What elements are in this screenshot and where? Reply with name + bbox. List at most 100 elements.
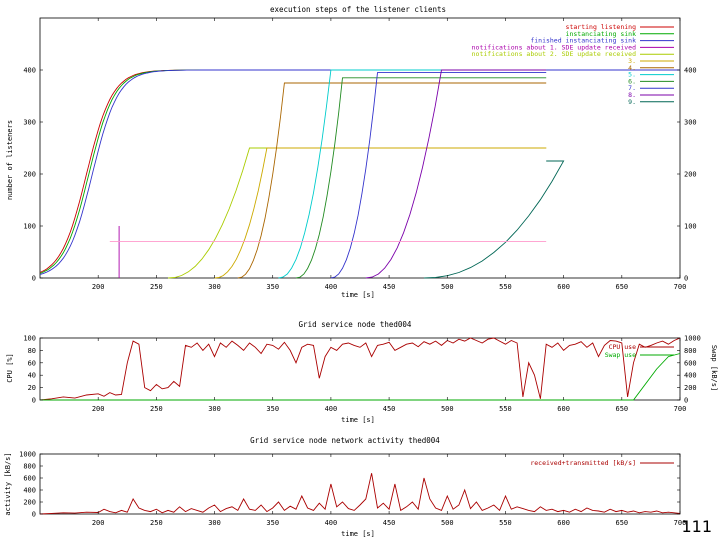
x-tick-label: 600 bbox=[557, 405, 570, 413]
listener-steps-chart: execution steps of the listener clients … bbox=[6, 5, 697, 299]
x-tick-label: 300 bbox=[208, 283, 221, 291]
y-tick-label: 60 bbox=[28, 359, 36, 367]
chart1-x-label: time [s] bbox=[341, 291, 375, 299]
y-tick-label: 200 bbox=[23, 171, 36, 179]
x-tick-label: 350 bbox=[266, 283, 279, 291]
series-line-7 bbox=[237, 82, 547, 279]
page-number: 111 bbox=[681, 517, 712, 536]
x-tick-label: 550 bbox=[499, 405, 512, 413]
y2-tick-label: 400 bbox=[684, 67, 697, 75]
x-tick-label: 600 bbox=[557, 519, 570, 527]
legend-label-7: 4. bbox=[628, 64, 636, 72]
x-tick-label: 200 bbox=[92, 283, 105, 291]
x-tick-label: 650 bbox=[615, 283, 628, 291]
y-tick-label: 0 bbox=[32, 511, 36, 519]
x-tick-label: 450 bbox=[383, 405, 396, 413]
chart3-y-label: activity [kB/s] bbox=[4, 452, 12, 515]
series-line-1 bbox=[39, 473, 681, 515]
y2-tick-label: 0 bbox=[684, 397, 688, 405]
x-tick-label: 250 bbox=[150, 283, 163, 291]
x-tick-label: 700 bbox=[674, 405, 687, 413]
y-tick-label: 300 bbox=[23, 119, 36, 127]
chart3-plot-frame bbox=[39, 453, 681, 515]
legend-label-4: notifications about 1. SDE update receiv… bbox=[472, 43, 636, 51]
legend-label-2: Swap use bbox=[605, 351, 636, 359]
x-tick-label: 400 bbox=[325, 405, 338, 413]
x-tick-label: 400 bbox=[325, 519, 338, 527]
chart3-x-label: time [s] bbox=[341, 530, 375, 538]
x-tick-label: 500 bbox=[441, 283, 454, 291]
x-tick-label: 500 bbox=[441, 405, 454, 413]
x-tick-label: 200 bbox=[92, 519, 105, 527]
legend-label-5: notifications about 2. SDE update receiv… bbox=[472, 50, 636, 58]
y2-tick-label: 100 bbox=[684, 223, 697, 231]
y2-tick-label: 300 bbox=[684, 119, 697, 127]
series-line-11 bbox=[365, 69, 547, 279]
y-tick-label: 0 bbox=[32, 275, 36, 283]
series-line-2 bbox=[39, 69, 680, 274]
x-tick-label: 700 bbox=[674, 519, 687, 527]
cpu-chart: Grid service node thed004 200 250 300 350 40… bbox=[6, 320, 718, 424]
chart1-plot-frame bbox=[39, 17, 681, 279]
x-tick-label: 350 bbox=[266, 519, 279, 527]
series-line-2 bbox=[40, 353, 681, 401]
y-tick-label: 400 bbox=[23, 67, 36, 75]
chart1-title: execution steps of the listener clients bbox=[270, 5, 446, 14]
y2-tick-label: 1000 bbox=[684, 335, 701, 343]
y-tick-label: 20 bbox=[28, 384, 36, 392]
legend-label-12: 9. bbox=[628, 98, 636, 106]
series-line-9 bbox=[295, 77, 547, 279]
series-line-1 bbox=[39, 337, 681, 401]
legend-label-6: 3. bbox=[628, 57, 636, 65]
y-tick-label: 800 bbox=[23, 463, 36, 471]
chart3-title: Grid service node network activity thed0… bbox=[250, 436, 440, 445]
y2-tick-label: 200 bbox=[684, 384, 697, 392]
network-chart: Grid service node network activity thed0… bbox=[4, 436, 686, 538]
chart2-y2-label: Swap [kB/s] bbox=[710, 345, 718, 391]
x-tick-label: 300 bbox=[208, 405, 221, 413]
series-line-12 bbox=[423, 160, 565, 279]
y-tick-label: 100 bbox=[23, 223, 36, 231]
y-tick-label: 80 bbox=[28, 347, 36, 355]
x-tick-label: 550 bbox=[499, 519, 512, 527]
legend-label-9: 6. bbox=[628, 77, 636, 85]
chart1-y-label: number of listeners bbox=[6, 120, 14, 200]
x-tick-label: 250 bbox=[150, 519, 163, 527]
series-line-3 bbox=[39, 69, 680, 275]
legend-label-3: finished instanciating sink bbox=[530, 37, 636, 45]
x-tick-label: 350 bbox=[266, 405, 279, 413]
x-tick-label: 600 bbox=[557, 283, 570, 291]
x-tick-label: 500 bbox=[441, 519, 454, 527]
series-line-10 bbox=[330, 72, 547, 279]
y-tick-label: 100 bbox=[23, 335, 36, 343]
series-line-6 bbox=[214, 147, 547, 279]
legend-label-1: CPU use bbox=[609, 343, 636, 351]
legend-label-1: received+transmitted [kB/s] bbox=[530, 459, 636, 467]
chart3-legend: received+transmitted [kB/s] bbox=[530, 459, 674, 467]
y-tick-label: 0 bbox=[32, 397, 36, 405]
legend-label-10: 7. bbox=[628, 84, 636, 92]
y2-tick-label: 400 bbox=[684, 372, 697, 380]
series-line-5 bbox=[167, 147, 547, 279]
y2-tick-label: 0 bbox=[684, 275, 688, 283]
chart2-x-label: time [s] bbox=[341, 416, 375, 424]
chart2-title: Grid service node thed004 bbox=[299, 320, 412, 329]
x-tick-label: 700 bbox=[674, 283, 687, 291]
legend-label-2: instanciating sink bbox=[566, 30, 637, 38]
y2-tick-label: 800 bbox=[684, 347, 697, 355]
legend-label-11: 8. bbox=[628, 91, 636, 99]
y-tick-label: 400 bbox=[23, 487, 36, 495]
y-tick-label: 600 bbox=[23, 475, 36, 483]
x-tick-label: 200 bbox=[92, 405, 105, 413]
legend-label-1: starting listening bbox=[566, 23, 637, 31]
x-tick-label: 550 bbox=[499, 283, 512, 291]
legend-label-8: 5. bbox=[628, 71, 636, 79]
x-tick-label: 450 bbox=[383, 283, 396, 291]
x-tick-label: 400 bbox=[325, 283, 338, 291]
y-tick-label: 200 bbox=[23, 499, 36, 507]
x-tick-label: 650 bbox=[615, 405, 628, 413]
series-line-1 bbox=[39, 69, 680, 273]
series-line-8 bbox=[278, 69, 547, 279]
